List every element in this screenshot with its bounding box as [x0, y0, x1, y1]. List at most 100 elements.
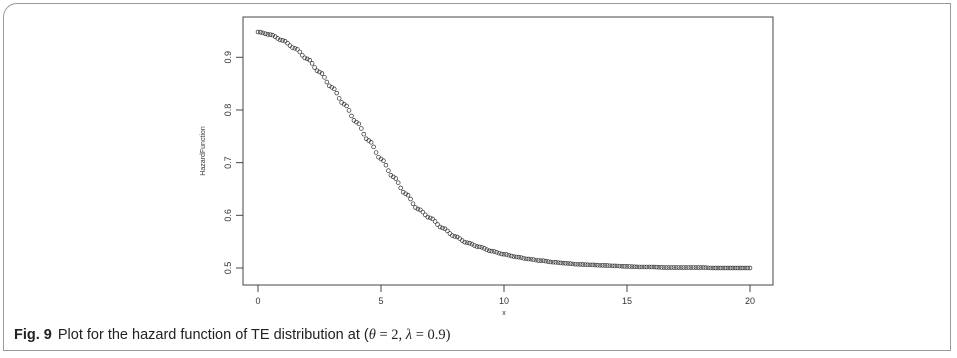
y-axis-label: HazardFunction — [200, 126, 207, 176]
data-point — [555, 260, 561, 265]
data-point — [469, 241, 475, 247]
data-point — [499, 251, 504, 257]
data-point — [418, 207, 423, 213]
data-point — [346, 108, 352, 113]
data-point — [359, 126, 364, 131]
data-point — [491, 249, 497, 254]
data-point — [398, 185, 403, 191]
data-point — [570, 261, 576, 267]
data-point — [496, 250, 502, 256]
data-point — [624, 264, 630, 269]
data-point — [275, 36, 280, 41]
data-point — [268, 32, 273, 37]
data-point — [304, 56, 310, 62]
data-point — [430, 216, 435, 222]
caption-eq1: = 2, — [375, 327, 406, 343]
data-point — [415, 206, 421, 212]
data-point — [425, 214, 430, 220]
data-point — [686, 265, 691, 270]
caption-text: Plot for the hazard function of TE distr… — [57, 327, 369, 343]
data-point — [482, 246, 487, 251]
data-point — [528, 256, 534, 262]
data-point — [740, 265, 745, 271]
data-point — [715, 265, 721, 271]
data-point — [287, 43, 293, 48]
data-point — [622, 264, 627, 269]
data-point — [373, 150, 379, 155]
data-point — [609, 263, 615, 269]
data-point — [533, 257, 539, 263]
data-point — [661, 265, 667, 270]
data-point — [612, 263, 617, 269]
x-tick-label: 0 — [255, 296, 260, 306]
data-point — [536, 258, 541, 263]
data-point — [728, 265, 733, 271]
data-point — [403, 191, 408, 196]
data-point — [595, 262, 600, 268]
data-point — [523, 256, 529, 262]
data-point — [688, 265, 694, 270]
data-point — [644, 264, 649, 270]
data-point — [432, 219, 438, 224]
data-point — [509, 253, 514, 259]
data-point — [629, 264, 635, 269]
data-point — [703, 265, 708, 270]
data-point — [573, 261, 578, 267]
y-tick-label: 0.9 — [223, 51, 233, 64]
data-point — [637, 264, 642, 270]
data-point — [587, 262, 593, 268]
data-point — [602, 263, 608, 268]
data-point — [737, 265, 743, 271]
figure-frame — [3, 3, 951, 351]
data-point — [514, 254, 519, 260]
data-point — [393, 176, 399, 181]
data-point — [541, 258, 546, 264]
data-point — [486, 248, 492, 253]
data-point — [553, 260, 558, 265]
figure-caption: Fig. 9 Plot for the hazard function of TE… — [14, 327, 450, 344]
figure-label: Fig. 9 — [14, 327, 52, 343]
data-point — [627, 264, 632, 269]
data-point — [361, 131, 367, 137]
data-point — [501, 252, 507, 257]
data-point — [383, 162, 389, 168]
data-point — [489, 248, 494, 254]
caption-theta: θ — [368, 327, 376, 343]
data-point — [258, 30, 263, 35]
data-point — [701, 265, 706, 270]
data-point — [683, 265, 689, 270]
data-point — [590, 262, 595, 268]
data-point — [292, 46, 298, 51]
data-point — [462, 239, 467, 245]
data-point — [322, 75, 327, 80]
data-point — [334, 90, 339, 96]
data-point — [705, 265, 711, 271]
data-point — [720, 265, 726, 271]
data-point — [467, 240, 472, 246]
data-point — [708, 265, 713, 271]
data-point — [447, 231, 453, 236]
data-point — [309, 61, 315, 66]
data-point — [474, 244, 480, 249]
y-tick-label: 0.7 — [223, 156, 233, 169]
data-point — [344, 103, 349, 109]
data-point — [546, 259, 551, 264]
data-point — [698, 265, 704, 270]
data-point — [285, 40, 290, 46]
data-point — [742, 265, 748, 271]
data-point — [445, 228, 450, 234]
data-point — [560, 260, 566, 266]
data-point — [671, 265, 676, 270]
data-point — [511, 254, 517, 259]
data-point — [518, 255, 524, 260]
data-point — [356, 121, 362, 127]
data-point — [371, 144, 376, 150]
data-point — [693, 265, 699, 270]
data-point — [585, 262, 590, 268]
data-point — [420, 209, 426, 215]
data-point — [297, 49, 303, 55]
data-point — [568, 261, 573, 266]
data-point — [656, 265, 662, 270]
data-point — [649, 264, 654, 270]
